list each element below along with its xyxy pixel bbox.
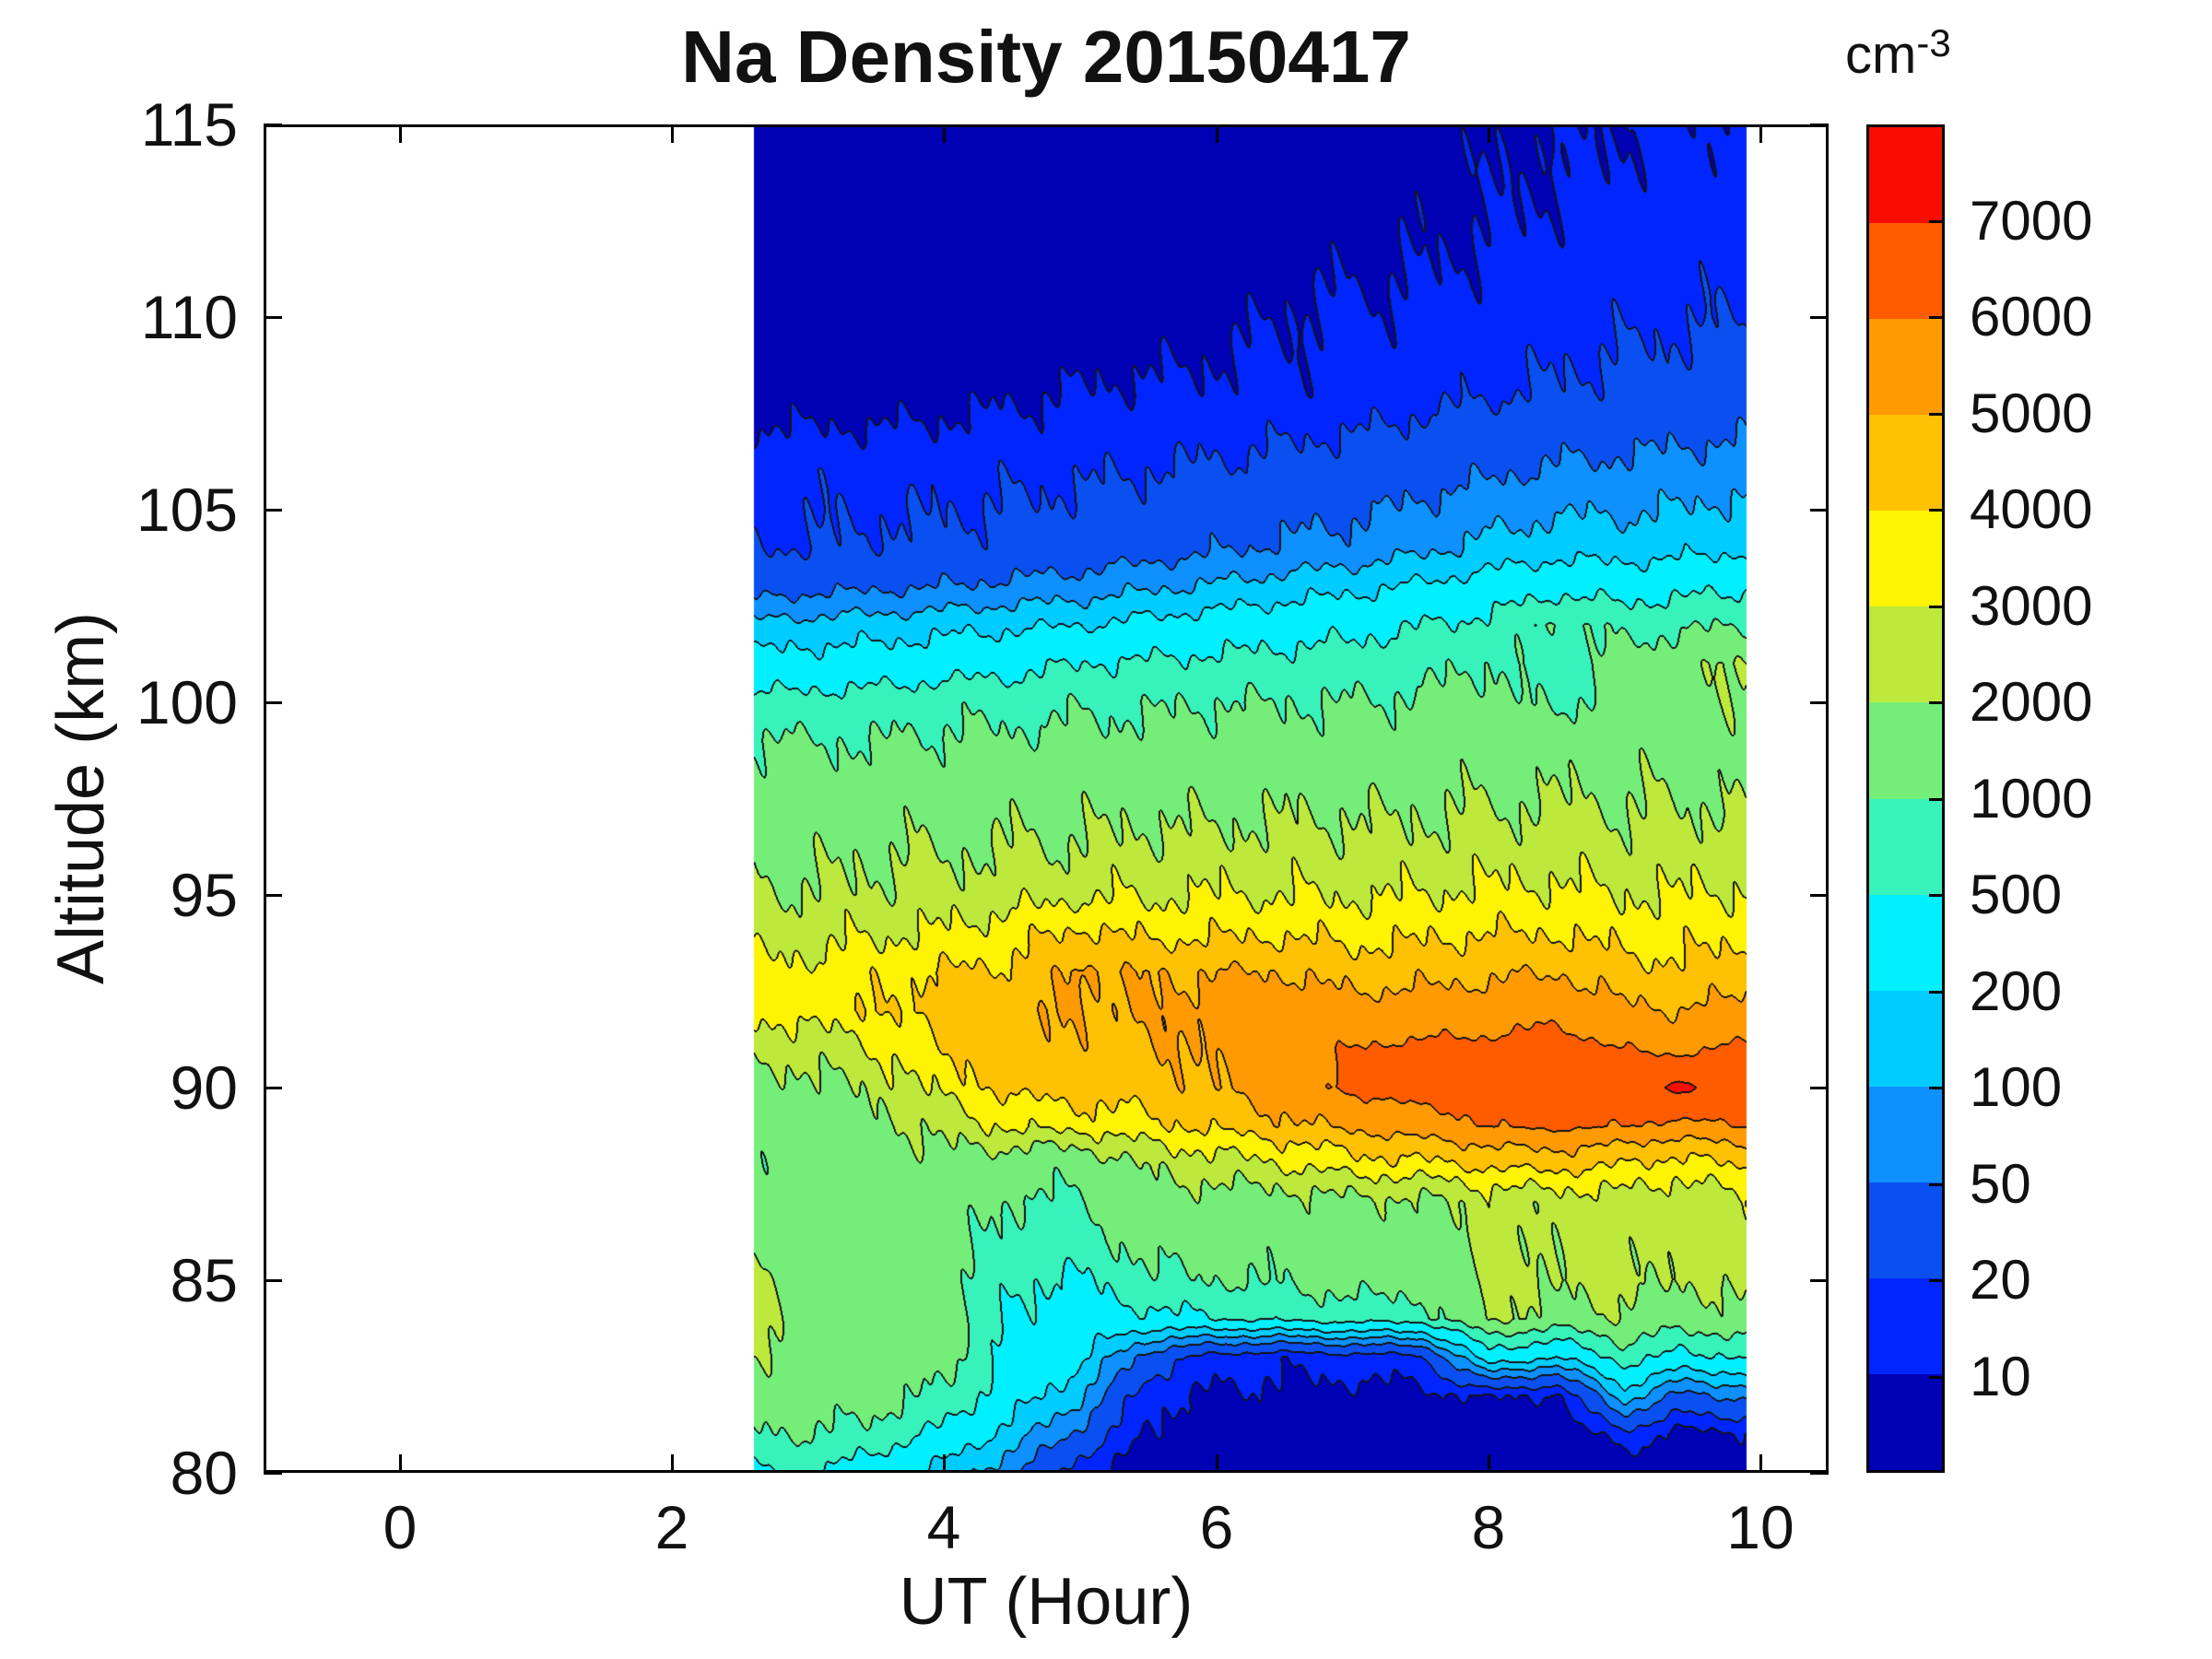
colorbar-tick-label: 7000 (1970, 189, 2093, 252)
colorbar-tick (1929, 1375, 1942, 1379)
x-tick-label: 2 (654, 1493, 689, 1561)
colorbar-tick-label: 6000 (1970, 286, 2093, 347)
y-tick-label: 115 (140, 90, 238, 159)
colorbar-tick-label: 4000 (1970, 478, 2093, 540)
chart-title: Na Density 20150417 (681, 16, 1411, 98)
colorbar-band (1869, 894, 1942, 991)
colorbar-tick (1929, 990, 1942, 994)
colorbar-tick (1929, 605, 1942, 608)
colorbar-unit-label: cm-3 (1845, 24, 1951, 82)
colorbar-tick (1929, 797, 1942, 801)
colorbar-tick-label: 3000 (1970, 574, 2093, 637)
colorbar-tick-label: 50 (1970, 1152, 2031, 1215)
x-axis-label: UT (Hour) (899, 1565, 1194, 1639)
colorbar-tick-label: 20 (1970, 1249, 2031, 1311)
colorbar-tick (1929, 1182, 1942, 1186)
plot-area (264, 124, 1829, 1475)
colorbar-tick-label: 2000 (1970, 671, 2093, 733)
colorbar-tick (1929, 219, 1942, 223)
y-tick-label: 95 (170, 861, 238, 929)
y-axis-label: Altitude (km) (44, 611, 118, 985)
colorbar-tick-label: 10 (1970, 1345, 2031, 1407)
colorbar-band (1869, 1182, 1942, 1278)
y-tick-label: 90 (170, 1053, 238, 1122)
colorbar-band (1869, 1374, 1942, 1471)
y-tick-label: 85 (170, 1246, 238, 1314)
x-tick-label: 6 (1199, 1493, 1234, 1561)
y-tick-label: 105 (135, 476, 238, 544)
colorbar-tick-label: 100 (1970, 1056, 2063, 1118)
colorbar-band (1869, 511, 1942, 607)
colorbar-unit-base: cm (1845, 25, 1917, 85)
colorbar-band (1869, 798, 1942, 895)
x-tick-label: 4 (926, 1493, 961, 1561)
x-tick-label: 0 (382, 1493, 418, 1561)
colorbar-tick-label: 200 (1970, 959, 2063, 1022)
colorbar (1866, 124, 1945, 1473)
colorbar-tick (1929, 1279, 1942, 1282)
colorbar-tick (1929, 1087, 1942, 1089)
colorbar-tick (1929, 701, 1942, 704)
x-tick-label: 10 (1726, 1493, 1794, 1561)
colorbar-tick-label: 5000 (1970, 382, 2093, 444)
colorbar-band (1869, 1277, 1942, 1375)
colorbar-band (1869, 990, 1942, 1087)
contour-plot-canvas (264, 124, 1829, 1473)
y-tick-label: 110 (140, 283, 238, 351)
colorbar-tick-label: 500 (1970, 864, 2063, 925)
colorbar-tick (1929, 412, 1942, 416)
colorbar-band (1869, 1086, 1942, 1182)
y-tick-label: 100 (135, 668, 238, 736)
colorbar-band (1869, 223, 1942, 320)
colorbar-band (1869, 319, 1942, 416)
colorbar-tick (1929, 894, 1942, 897)
colorbar-band (1869, 127, 1942, 224)
y-tick-label: 80 (170, 1439, 238, 1507)
colorbar-tick (1929, 316, 1942, 319)
colorbar-band (1869, 702, 1942, 799)
colorbar-tick (1929, 509, 1942, 512)
colorbar-tick-label: 1000 (1970, 767, 2093, 830)
colorbar-band (1869, 606, 1942, 703)
colorbar-unit-exponent: -3 (1916, 21, 1951, 65)
colorbar-bands (1869, 127, 1942, 1471)
x-tick-label: 8 (1471, 1493, 1506, 1561)
colorbar-band (1869, 415, 1942, 512)
